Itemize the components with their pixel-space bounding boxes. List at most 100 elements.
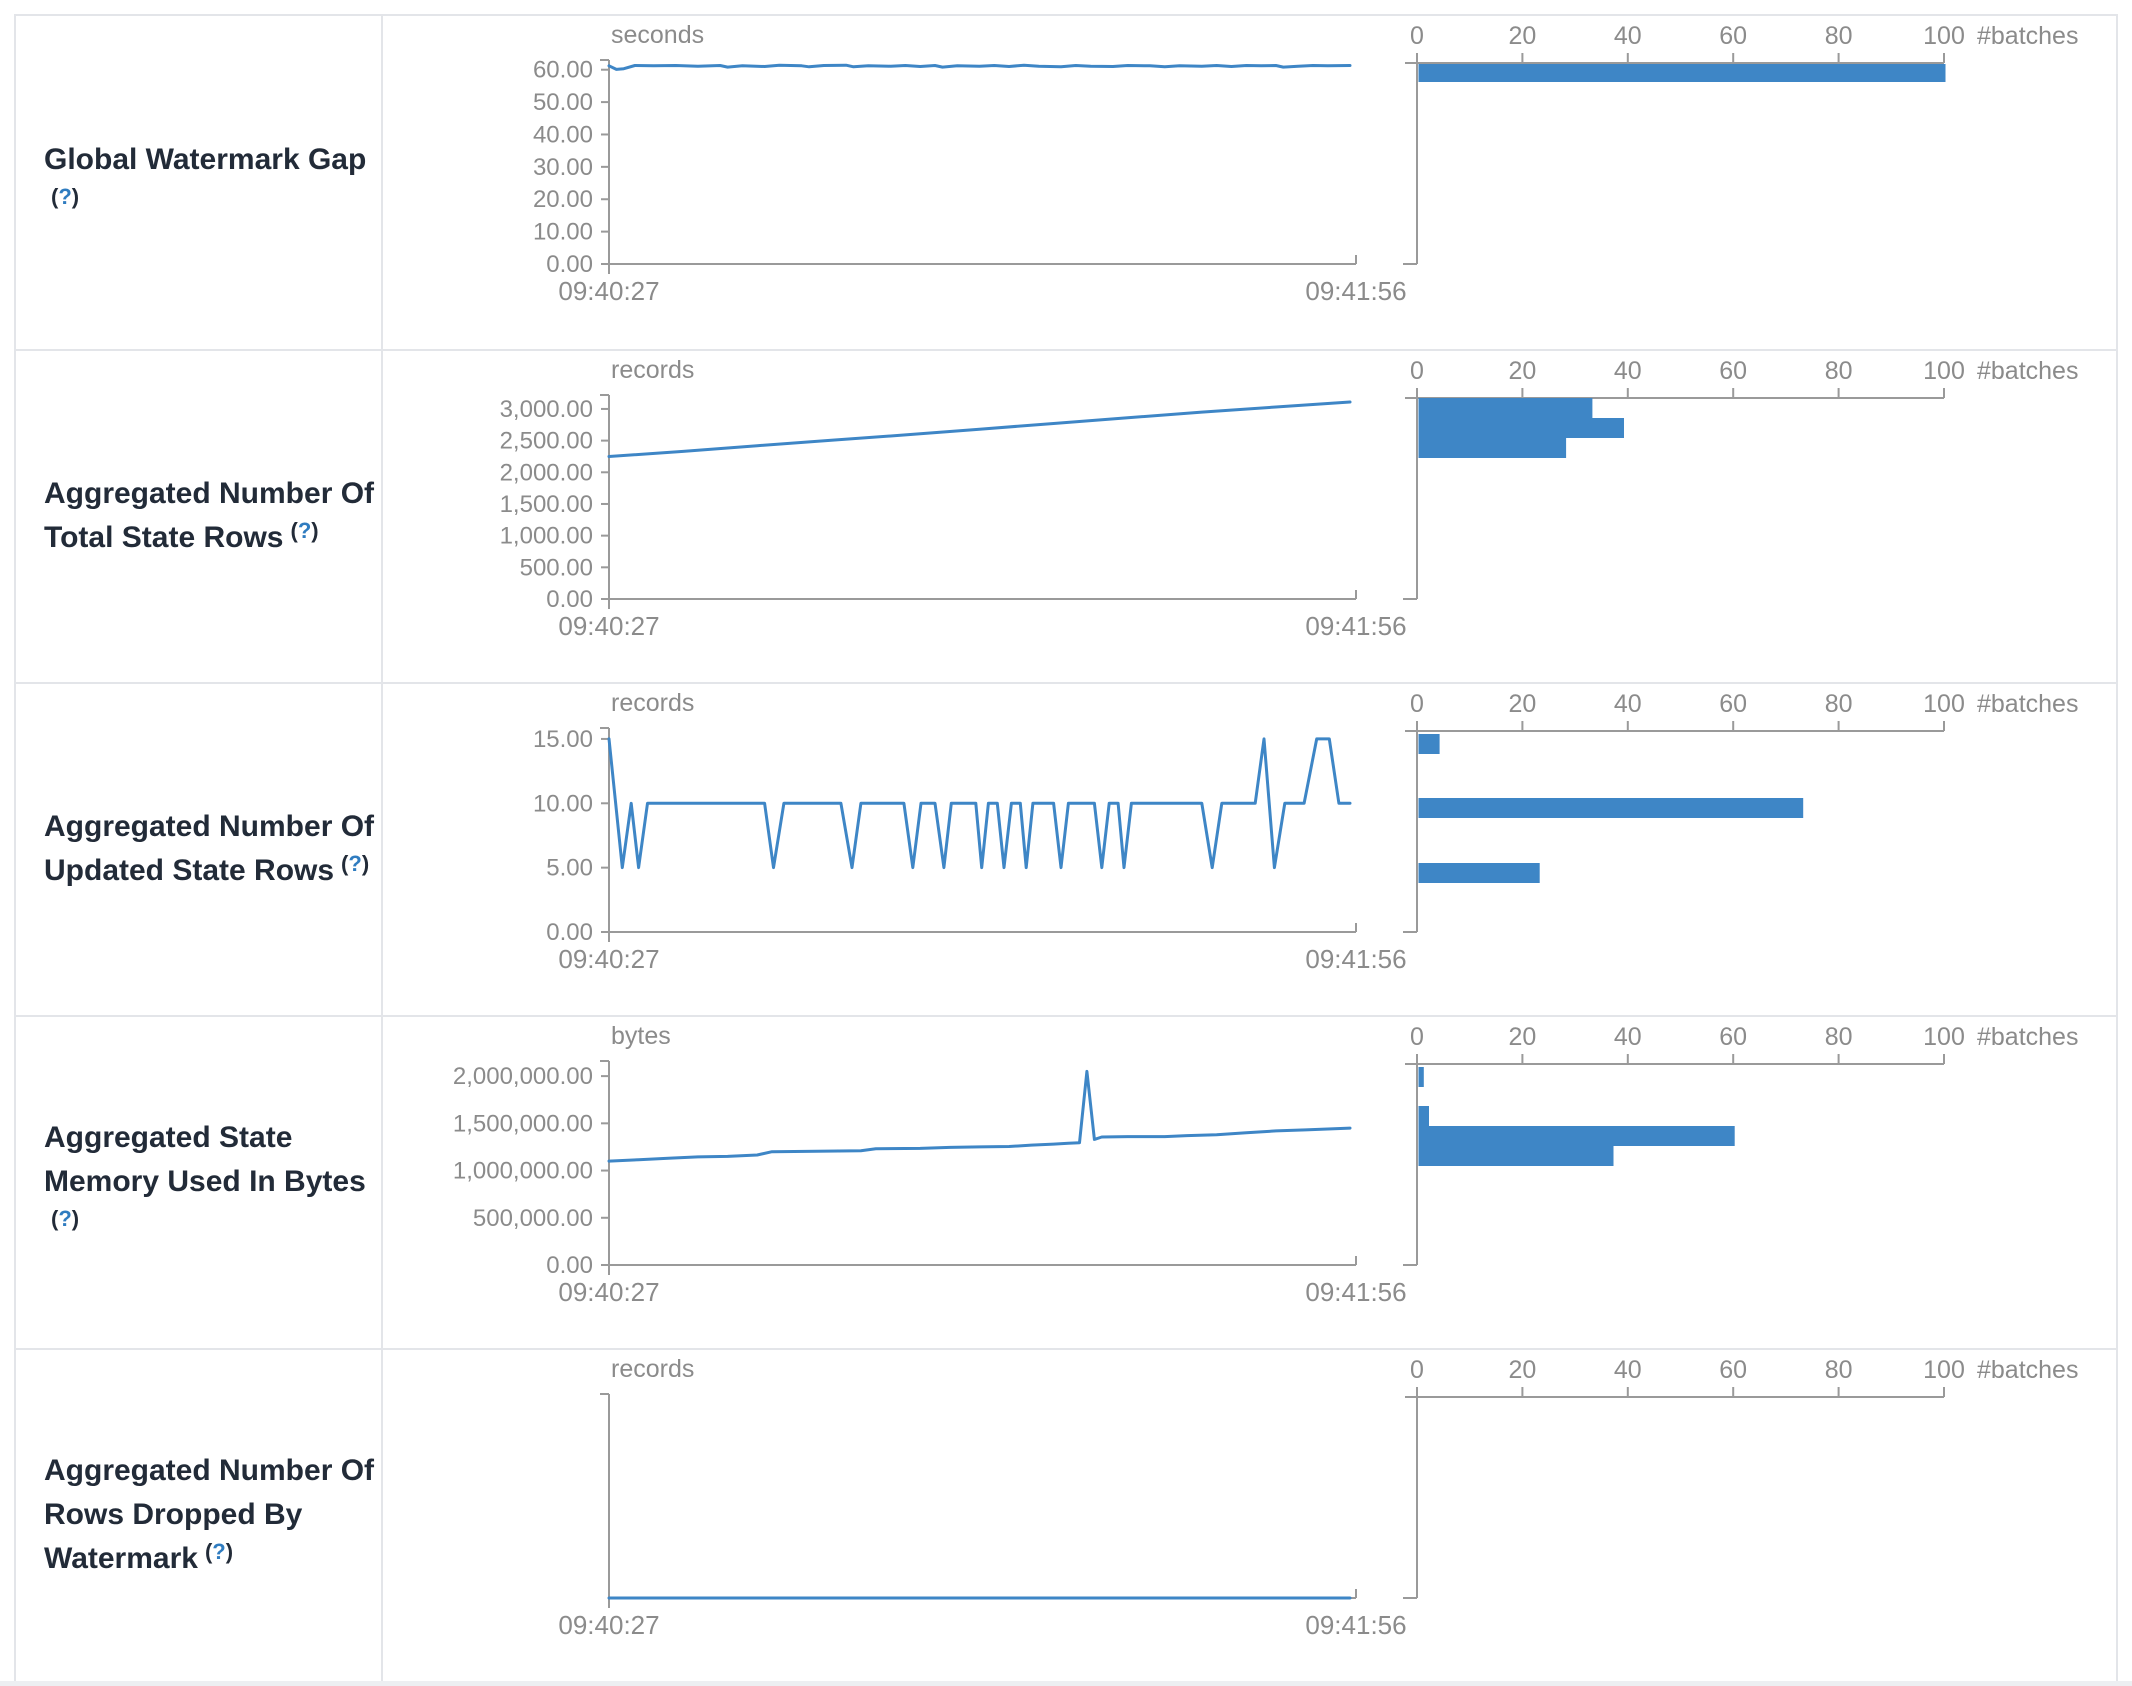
histogram-unit-label: #batches [1977,1356,2078,1384]
help-icon[interactable]: (?) [51,184,79,209]
timeline-y-tick-label: 5.00 [546,855,593,882]
histogram-x-tick-label: 40 [1614,1023,1642,1051]
timeline-y-tick-label: 20.00 [533,186,593,213]
help-paren-close: ) [71,1205,80,1231]
timeline-y-tick-label: 0.00 [546,586,593,613]
histogram-x-tick-label: 20 [1508,22,1536,50]
timeline-y-tick-label: 0.00 [546,1252,593,1279]
histogram-chart: 0 20 40 60 80 100 #batches [1403,357,2078,600]
timeline-chart: bytes 2,000,000.00 1,500,000.00 1,000,000.0… [453,1022,1407,1307]
timeline-unit-label: bytes [611,1022,671,1050]
metrics-table: Global Watermark Gap (?) seconds 60.00 50.0… [14,14,2118,1683]
timeline-series-line [607,63,1352,71]
timeline-chart: records 09:40:27 09:41:56 [558,1355,1406,1640]
histogram-x-tick-label: 80 [1825,357,1853,385]
help-question-link[interactable]: ? [58,1205,72,1231]
metric-label-cell: Aggregated Number Of Total State Rows (?) [16,351,383,682]
timeline-x-end-label: 09:41:56 [1305,1610,1406,1640]
histogram-bar [1418,863,1540,883]
timeline-x-start-label: 09:40:27 [558,1610,659,1640]
timeline-y-tick-label: 1,000.00 [500,523,593,550]
metric-label-text: Aggregated Number Of Total State Rows [44,476,375,554]
timeline-x-start-label: 09:40:27 [558,276,659,306]
histogram-chart: 0 20 40 60 80 100 #batches [1403,22,2078,265]
metric-charts-cell: records 15.00 10.00 5.00 0.00 09:40:27 09:41:5… [383,684,2116,1015]
histogram-bar [1418,798,1804,818]
histogram-x-tick-label: 0 [1410,357,1424,385]
histogram-x-tick-label: 80 [1825,1023,1853,1051]
histogram-unit-label: #batches [1977,357,2078,385]
help-icon[interactable]: (?) [205,1539,233,1564]
histogram-x-tick-label: 60 [1719,690,1747,718]
help-paren-open: ( [51,183,59,209]
metric-row: Global Watermark Gap (?) seconds 60.00 50.0… [16,16,2116,349]
help-paren-open: ( [341,850,349,876]
histogram-chart: 0 20 40 60 80 100 #batches [1403,690,2078,933]
metric-label: Aggregated Number Of Updated State Rows(… [44,805,374,895]
timeline-y-tick-label: 10.00 [533,219,593,246]
timeline-y-tick-label: 60.00 [533,57,593,84]
histogram-bar [1418,398,1593,418]
help-icon[interactable]: (?) [51,1206,79,1231]
metric-row: Aggregated Number Of Updated State Rows(… [16,682,2116,1015]
help-question-link[interactable]: ? [348,850,362,876]
metric-label-cell: Global Watermark Gap (?) [16,16,383,349]
timeline-unit-label: seconds [611,21,704,49]
timeline-x-end-label: 09:41:56 [1305,944,1406,974]
metric-label-cell: Aggregated Number Of Rows Dropped By Wat… [16,1350,383,1681]
histogram-x-tick-label: 20 [1508,690,1536,718]
timeline-x-start-label: 09:40:27 [558,1277,659,1307]
help-question-link[interactable]: ? [212,1538,226,1564]
histogram-x-tick-label: 0 [1410,22,1424,50]
histogram-x-tick-label: 100 [1923,357,1965,385]
histogram-x-tick-label: 80 [1825,690,1853,718]
timeline-x-end-label: 09:41:56 [1305,1277,1406,1307]
help-paren-close: ) [225,1538,234,1564]
timeline-y-tick-label: 10.00 [533,790,593,817]
timeline-unit-label: records [611,689,694,717]
histogram-x-tick-label: 100 [1923,690,1965,718]
help-question-link[interactable]: ? [58,183,72,209]
histogram-x-tick-label: 20 [1508,1023,1536,1051]
timeline-y-tick-label: 2,000.00 [500,459,593,486]
help-icon[interactable]: (?) [290,518,318,543]
page-bottom-strip [0,1681,2132,1686]
histogram-x-tick-label: 0 [1410,690,1424,718]
metric-charts-cell: records 09:40:27 09:41:56 0 20 40 60 80 100 #batc… [383,1350,2116,1681]
histogram-x-tick-label: 80 [1825,1356,1853,1384]
histogram-x-tick-label: 60 [1719,22,1747,50]
help-icon[interactable]: (?) [341,851,369,876]
metric-label-text: Aggregated Number Of Updated State Rows [44,809,375,887]
histogram-x-tick-label: 20 [1508,1356,1536,1384]
metric-label: Aggregated Number Of Total State Rows (?) [44,472,374,562]
timeline-y-tick-label: 1,500,000.00 [453,1110,593,1137]
histogram-bar [1418,1126,1735,1146]
metric-label: Aggregated State Memory Used In Bytes (?… [44,1116,366,1250]
help-paren-close: ) [71,183,80,209]
timeline-x-start-label: 09:40:27 [558,611,659,641]
help-question-link[interactable]: ? [297,517,312,543]
timeline-y-tick-label: 15.00 [533,726,593,753]
histogram-bar [1418,64,1946,82]
timeline-y-tick-label: 500.00 [520,554,593,581]
row-charts: records 09:40:27 09:41:56 0 20 40 60 80 100 #batc… [558,1355,2078,1640]
histogram-x-tick-label: 80 [1825,22,1853,50]
histogram-unit-label: #batches [1977,690,2078,718]
metric-label-text: Global Watermark Gap [44,142,367,176]
timeline-unit-label: records [611,1355,694,1383]
timeline-y-tick-label: 2,500.00 [500,428,593,455]
row-charts: records 3,000.00 2,500.00 2,000.00 1,500.00 1… [500,356,2079,641]
metric-row: Aggregated Number Of Total State Rows (?)… [16,349,2116,682]
histogram-bar [1418,1067,1424,1087]
histogram-chart: 0 20 40 60 80 100 #batches [1403,1356,2078,1599]
histogram-x-tick-label: 0 [1410,1023,1424,1051]
metric-label-text: Aggregated State Memory Used In Bytes [44,1120,366,1198]
histogram-x-tick-label: 0 [1410,1356,1424,1384]
metric-label-cell: Aggregated Number Of Updated State Rows(… [16,684,383,1015]
help-paren-open: ( [290,517,298,543]
histogram-bar [1418,418,1624,438]
histogram-bar [1418,438,1567,458]
metric-label: Aggregated Number Of Rows Dropped By Wat… [44,1449,374,1583]
